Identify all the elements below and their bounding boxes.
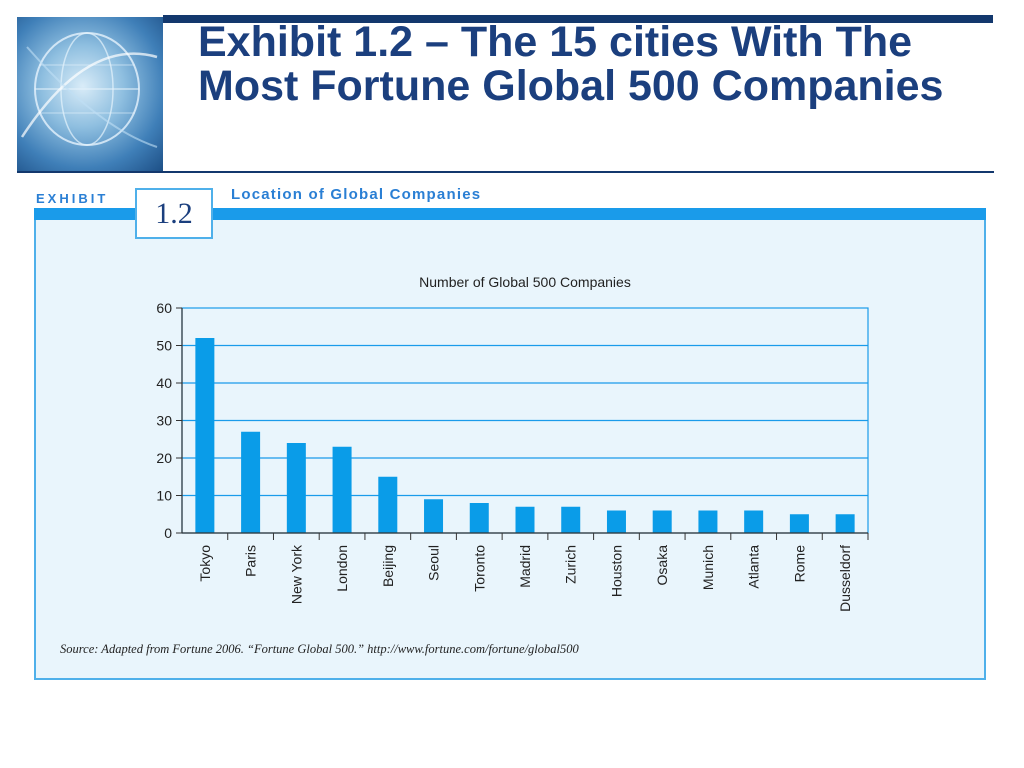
bar	[424, 499, 444, 533]
x-tick-label: Zurich	[563, 545, 579, 584]
bar	[561, 506, 581, 533]
x-tick-label: Seoul	[426, 545, 442, 581]
bar	[652, 510, 672, 533]
header-bottom-rule	[17, 171, 994, 173]
y-tick-label: 30	[156, 413, 172, 429]
source-note: Source: Adapted from Fortune 2006. “Fort…	[60, 642, 579, 656]
y-tick-label: 50	[156, 338, 172, 354]
y-tick-label: 20	[156, 450, 172, 466]
x-tick-label: Houston	[608, 545, 624, 597]
bar	[606, 510, 626, 533]
bar	[835, 514, 855, 533]
bar	[195, 338, 215, 533]
header-top-rule	[163, 15, 993, 23]
y-tick-label: 60	[156, 300, 172, 316]
bar	[332, 446, 352, 533]
globe-logo-image	[17, 17, 163, 171]
x-tick-label: Madrid	[517, 545, 533, 588]
chart-title: Number of Global 500 Companies	[419, 274, 631, 290]
x-tick-label: Beijing	[380, 545, 396, 587]
bar	[744, 510, 764, 533]
bar	[789, 514, 809, 533]
exhibit-band	[34, 208, 986, 220]
bar	[241, 431, 261, 533]
x-tick-label: Dusseldorf	[837, 545, 853, 612]
x-tick-label: Osaka	[654, 545, 670, 586]
bar	[469, 503, 489, 533]
y-tick-label: 0	[164, 525, 172, 541]
page-title: Exhibit 1.2 – The 15 cities With The Mos…	[198, 18, 944, 110]
x-tick-label: Toronto	[471, 545, 487, 592]
bar	[286, 443, 306, 533]
y-tick-label: 10	[156, 488, 172, 504]
x-tick-label: Atlanta	[746, 545, 762, 589]
bar	[515, 506, 535, 533]
x-tick-label: New York	[288, 544, 304, 604]
chart-panel	[34, 220, 986, 680]
x-tick-label: Paris	[243, 545, 259, 577]
y-tick-label: 40	[156, 375, 172, 391]
exhibit-caption: Location of Global Companies	[231, 186, 482, 203]
exhibit-label: EXHIBIT	[36, 191, 109, 206]
bar	[698, 510, 718, 533]
x-tick-label: Munich	[700, 545, 716, 590]
x-tick-label: Rome	[791, 545, 807, 583]
exhibit-number-box: 1.2	[135, 188, 213, 239]
x-tick-label: Tokyo	[197, 545, 213, 582]
x-tick-label: London	[334, 545, 350, 592]
bar	[378, 476, 398, 533]
